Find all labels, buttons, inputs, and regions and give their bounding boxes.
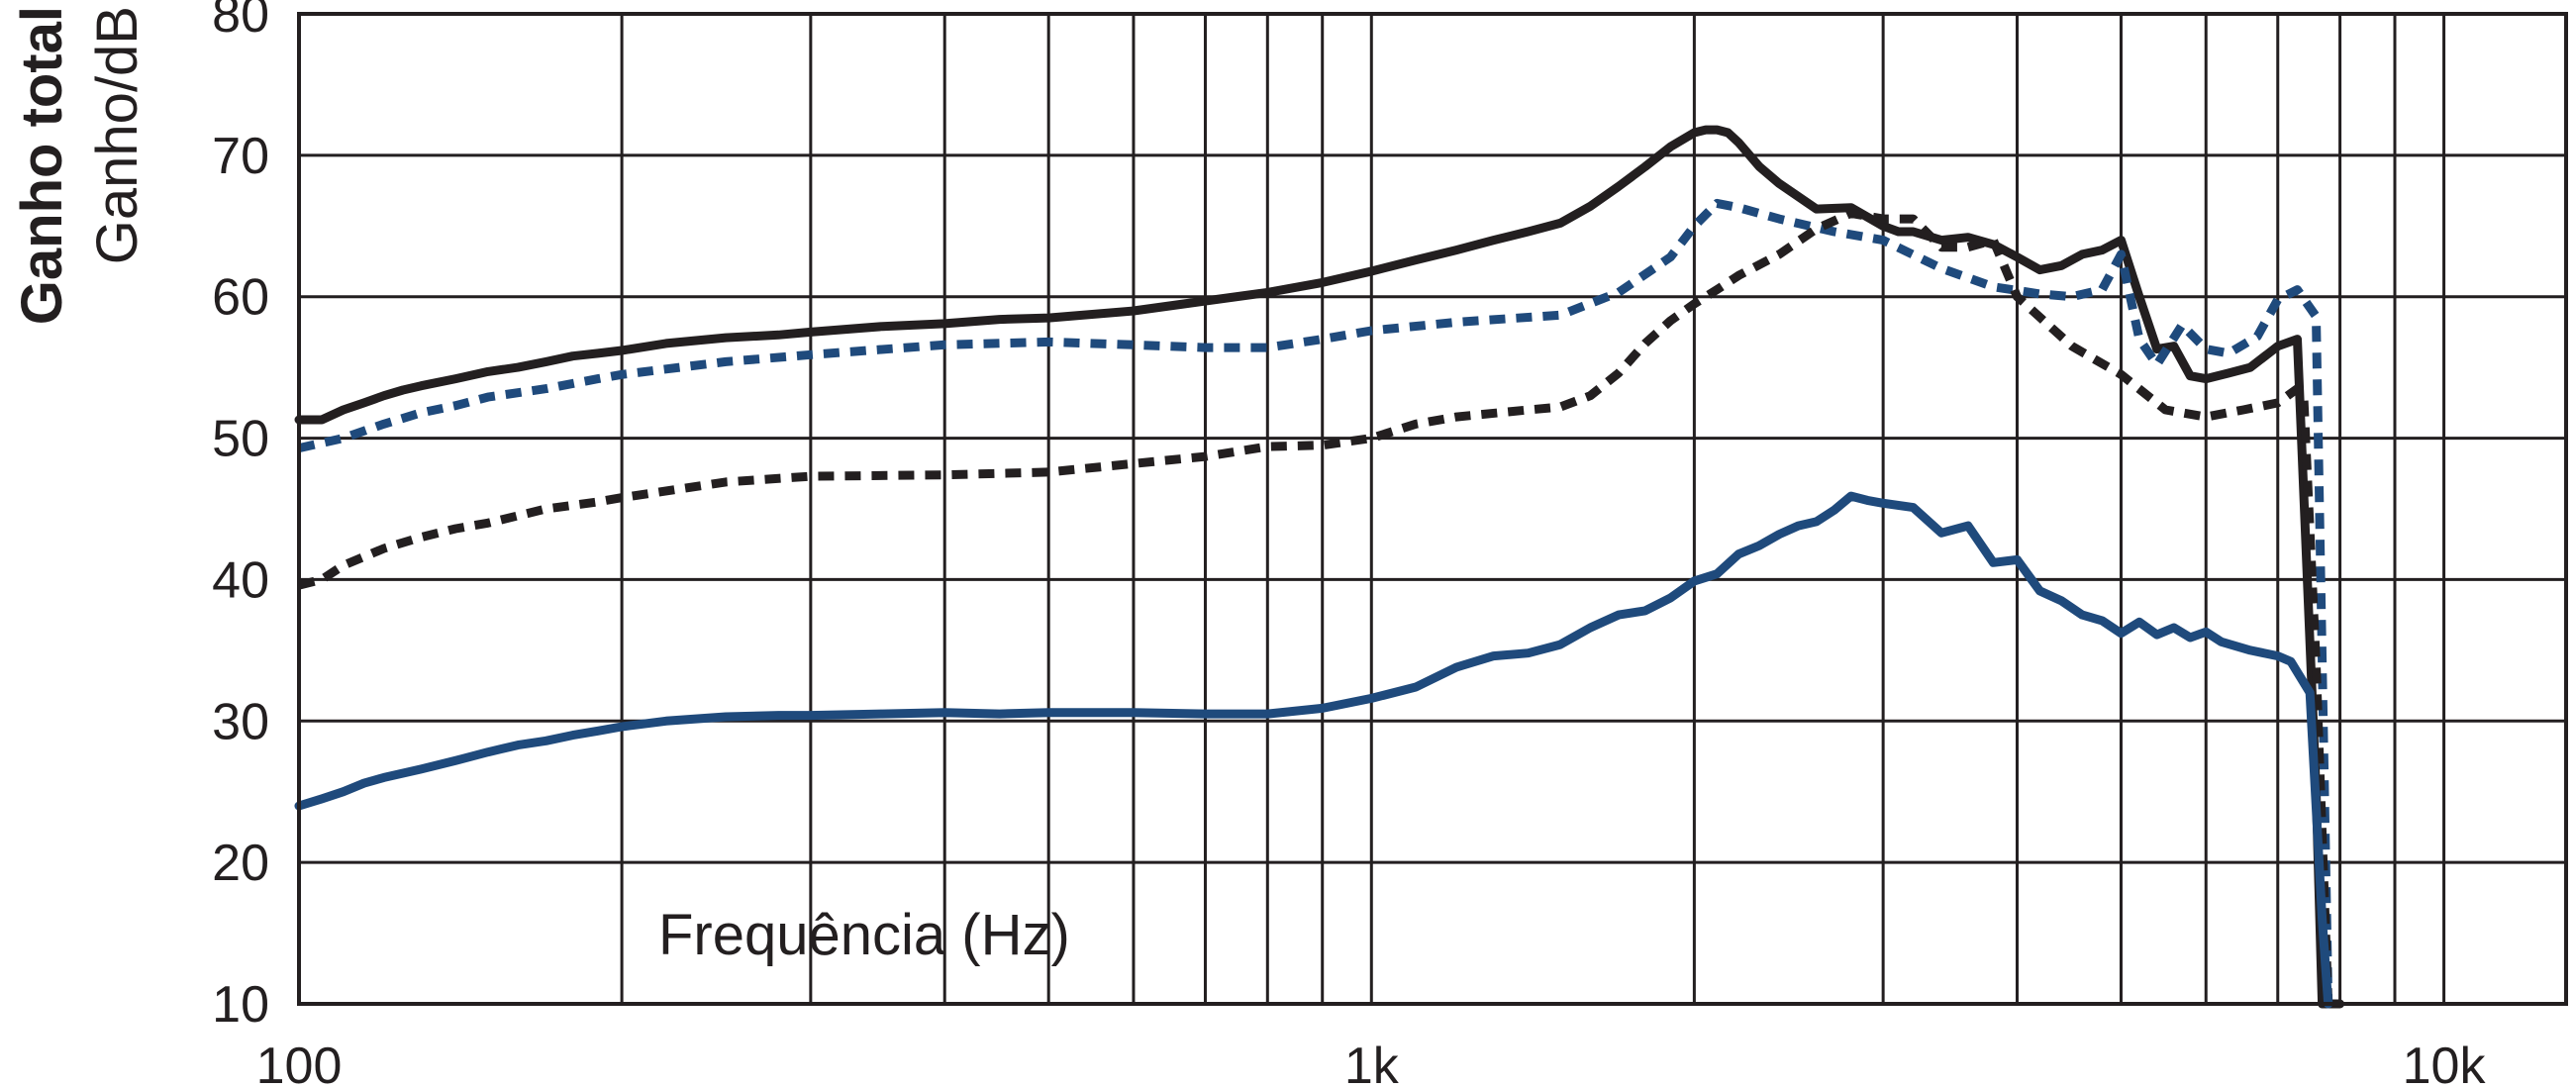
tick-labels: 10 20 30 40 50 60 70 80 100 1k 10k [212,0,2486,1089]
y-axis-title-bold: Ganho total [10,6,74,325]
y-tick-label: 60 [212,269,269,327]
y-tick-label: 30 [212,693,269,750]
y-tick-label: 50 [212,411,269,468]
data-series [294,125,2345,1009]
series-line-3 [297,208,2333,1005]
y-axis-title: Ganho/dB [85,6,149,264]
gridlines [299,14,2566,1004]
y-tick-label: 70 [212,128,269,185]
series-line-1 [294,125,2345,1009]
y-tick-label: 20 [212,835,269,892]
y-tick-label: 80 [212,0,269,44]
x-tick-label: 10k [2403,1038,2487,1089]
series-line-2 [298,198,2333,1005]
y-tick-label: 10 [212,976,269,1034]
plot-frame [297,12,2568,1006]
y-tick-label: 40 [212,551,269,609]
series-line-4 [294,491,2333,1009]
x-tick-label: 1k [1344,1038,1400,1089]
x-axis-title: Frequência (Hz) [658,903,1070,967]
x-tick-label: 100 [256,1038,343,1089]
